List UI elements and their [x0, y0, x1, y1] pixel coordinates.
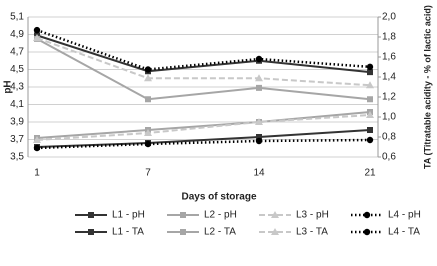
legend-marker: [271, 211, 279, 218]
y-tick-label: 4,1: [10, 99, 24, 110]
series-line: [36, 28, 371, 71]
y2-axis-title: TA (Titratable acidity - % of lactic aci…: [422, 5, 432, 169]
y2-tick-label: 1,4: [382, 72, 396, 83]
point: [145, 96, 151, 103]
y2-tick-label: 0,6: [382, 152, 396, 163]
point: [367, 127, 373, 133]
series-line: [36, 37, 371, 101]
point: [255, 137, 263, 145]
series-line: [36, 138, 371, 150]
point: [367, 96, 373, 103]
point: [33, 26, 41, 34]
y2-tick-label: 1,2: [382, 92, 396, 103]
point: [367, 69, 373, 76]
point: [366, 63, 374, 71]
legend-marker: [363, 211, 371, 219]
y2-tick-label: 1,6: [382, 52, 396, 63]
x-tick-label: 14: [253, 168, 265, 179]
y-axis-title: pH: [3, 80, 14, 93]
legend-marker: [88, 229, 94, 235]
point: [33, 136, 41, 143]
x-tick-label: 1: [34, 168, 40, 179]
point: [366, 81, 374, 89]
series-line: [36, 34, 371, 74]
legend-label: L1 - pH: [112, 210, 145, 221]
y-tick-label: 4,5: [10, 64, 24, 75]
y-tick-label: 5,1: [10, 12, 24, 23]
point: [366, 136, 374, 144]
y-tick-label: 4,3: [10, 82, 24, 93]
legend-label: L2 - pH: [204, 210, 237, 221]
point: [144, 140, 152, 148]
y-tick-label: 3,5: [10, 152, 24, 163]
legend-label: L4 - pH: [388, 210, 421, 221]
y2-tick-label: 2,0: [382, 12, 396, 23]
point: [255, 74, 263, 82]
x-tick-label: 7: [145, 168, 151, 179]
y-tick-label: 3,9: [10, 117, 24, 128]
series-line: [36, 114, 371, 141]
y-tick-label: 4,7: [10, 47, 24, 58]
point: [366, 111, 374, 118]
point: [255, 118, 263, 125]
point: [256, 134, 262, 140]
legend-marker: [180, 229, 186, 235]
legend-label: L2 - TA: [204, 227, 236, 238]
series-line: [36, 37, 371, 87]
point: [255, 55, 263, 63]
legend-label: L4 - TA: [388, 227, 420, 238]
point: [33, 144, 41, 152]
legend-marker: [88, 212, 94, 218]
point: [144, 66, 152, 73]
legend-label: L3 - TA: [296, 227, 328, 238]
point: [144, 129, 152, 136]
point: [33, 34, 41, 41]
y-tick-label: 4,9: [10, 29, 24, 40]
legend-label: L1 - TA: [112, 227, 144, 238]
legend-marker: [363, 228, 371, 236]
point: [144, 74, 152, 82]
legend-label: L3 - pH: [296, 210, 329, 221]
series-line: [36, 111, 371, 139]
x-axis-title: Days of storage: [181, 192, 256, 203]
point: [256, 84, 262, 91]
y2-tick-label: 1,8: [382, 32, 396, 43]
y2-tick-label: 0,8: [382, 132, 396, 143]
y-tick-label: 3,7: [10, 134, 24, 145]
series-line: [36, 129, 371, 148]
legend-marker: [180, 212, 186, 218]
y2-tick-label: 1,0: [382, 112, 396, 123]
x-tick-label: 21: [364, 168, 376, 179]
legend-marker: [271, 228, 279, 235]
